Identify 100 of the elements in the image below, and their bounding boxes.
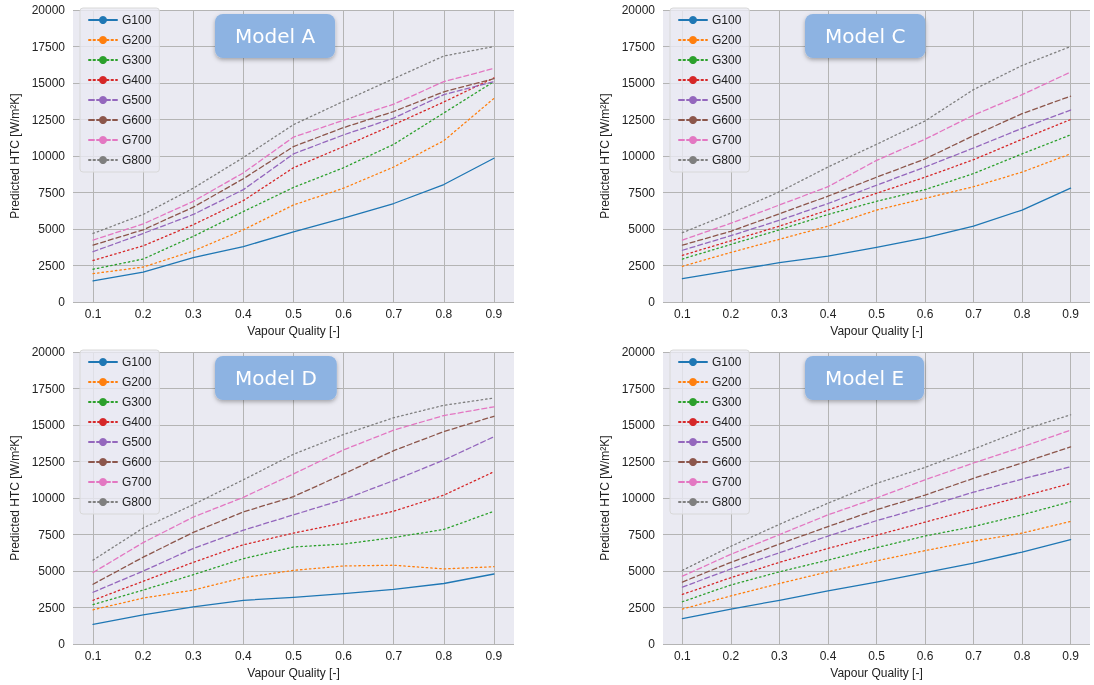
x-tick-label: 0.5 [868,649,886,664]
y-tick-label: 5000 [628,564,656,579]
x-tick-label: 0.7 [385,307,403,322]
legend-label: G800 [122,495,152,509]
legend-label: G100 [712,13,742,27]
legend-label: G700 [712,133,742,147]
y-tick-label: 0 [58,295,66,310]
x-tick-label: 0.7 [385,649,403,664]
line-series [92,573,495,626]
x-tick-label: 0.5 [285,307,303,322]
y-tick-label: 7500 [38,185,66,200]
x-tick-label: 0.3 [771,649,789,664]
legend-label: G300 [122,53,152,67]
legend-label: G500 [712,435,742,449]
legend-label: G700 [122,475,152,489]
y-tick-label: 2500 [38,258,66,273]
line-series [681,466,1072,588]
legend-label: G400 [712,73,742,87]
x-tick-label: 0.8 [1013,307,1031,322]
line-series [681,45,1072,234]
legend-label: G200 [122,33,152,47]
text: Model A [235,24,316,48]
y-tick-label: 2500 [628,258,656,273]
y-tick-label: 2500 [628,600,656,615]
legend-label: G700 [122,133,152,147]
x-tick-label: 0.6 [335,307,353,322]
y-axis-title: Predicted HTC [W/m²K] [7,93,22,219]
legend-label: G800 [712,495,742,509]
y-tick-label: 15000 [31,76,66,91]
x-tick-label: 0.4 [819,649,837,664]
x-tick-label: 0.9 [1062,649,1080,664]
y-tick-label: 5000 [38,222,66,237]
y-tick-label: 10000 [621,149,656,164]
legend-label: G100 [122,13,152,27]
legend-label: G800 [712,153,742,167]
x-tick-label: 0.3 [184,307,202,322]
legend-label: G300 [712,395,742,409]
text: Model E [825,366,905,390]
y-tick-label: 2500 [38,600,66,615]
x-tick-label: 0.5 [285,649,303,664]
legend-label: G600 [122,113,152,127]
x-tick-label: 0.8 [1013,649,1031,664]
legend-label: G200 [122,375,152,389]
x-tick-label: 0.4 [235,307,253,322]
legend-label: G400 [712,415,742,429]
legend-label: G600 [122,455,152,469]
x-tick-label: 0.9 [485,649,503,664]
y-tick-label: 10000 [621,491,656,506]
x-tick-label: 0.1 [674,649,692,664]
y-tick-label: 17500 [31,381,66,396]
y-tick-label: 20000 [621,3,656,17]
legend-label: G700 [712,475,742,489]
line-series [681,187,1072,280]
y-tick-label: 12500 [621,112,656,127]
legend-label: G600 [712,455,742,469]
y-tick-label: 5000 [628,222,656,237]
x-axis-title: Vapour Quality [-] [830,324,923,338]
x-tick-label: 0.7 [965,649,983,664]
legend-label: G600 [712,113,742,127]
x-tick-label: 0.4 [819,307,837,322]
legend-label: G300 [122,395,152,409]
legend-label: G800 [122,153,152,167]
legend-label: G100 [122,355,152,369]
y-tick-label: 0 [648,637,656,652]
legend-label: G500 [712,93,742,107]
x-tick-label: 0.5 [868,307,886,322]
line-series [681,520,1072,610]
y-axis-title: Predicted HTC [W/m²K] [7,435,22,561]
x-tick-label: 0.1 [84,307,102,322]
legend-label: G300 [712,53,742,67]
y-tick-label: 0 [648,295,656,310]
legend-label: G500 [122,93,152,107]
x-tick-label: 0.6 [916,649,934,664]
x-axis-title: Vapour Quality [-] [247,324,340,338]
y-tick-label: 17500 [621,39,656,54]
x-tick-label: 0.9 [485,307,503,322]
line-series [92,510,495,606]
line-series [681,71,1072,241]
text: Model D [235,366,317,390]
line-series [681,539,1072,620]
y-tick-label: 7500 [628,527,656,542]
y-tick-label: 5000 [38,564,66,579]
legend-label: G100 [712,355,742,369]
legend-label: G200 [712,375,742,389]
x-tick-label: 0.1 [84,649,102,664]
y-tick-label: 20000 [31,3,66,17]
x-tick-label: 0.7 [965,307,983,322]
x-tick-label: 0.3 [184,649,202,664]
x-tick-label: 0.2 [722,649,740,664]
y-tick-label: 15000 [621,418,656,433]
x-axis-title: Vapour Quality [-] [830,666,923,680]
x-tick-label: 0.4 [235,649,253,664]
y-tick-label: 17500 [31,39,66,54]
x-tick-label: 0.2 [134,649,152,664]
y-tick-label: 12500 [31,454,66,469]
y-tick-label: 15000 [621,76,656,91]
y-tick-label: 17500 [621,381,656,396]
y-tick-label: 15000 [31,418,66,433]
x-tick-label: 0.3 [771,307,789,322]
y-tick-label: 20000 [621,345,656,359]
